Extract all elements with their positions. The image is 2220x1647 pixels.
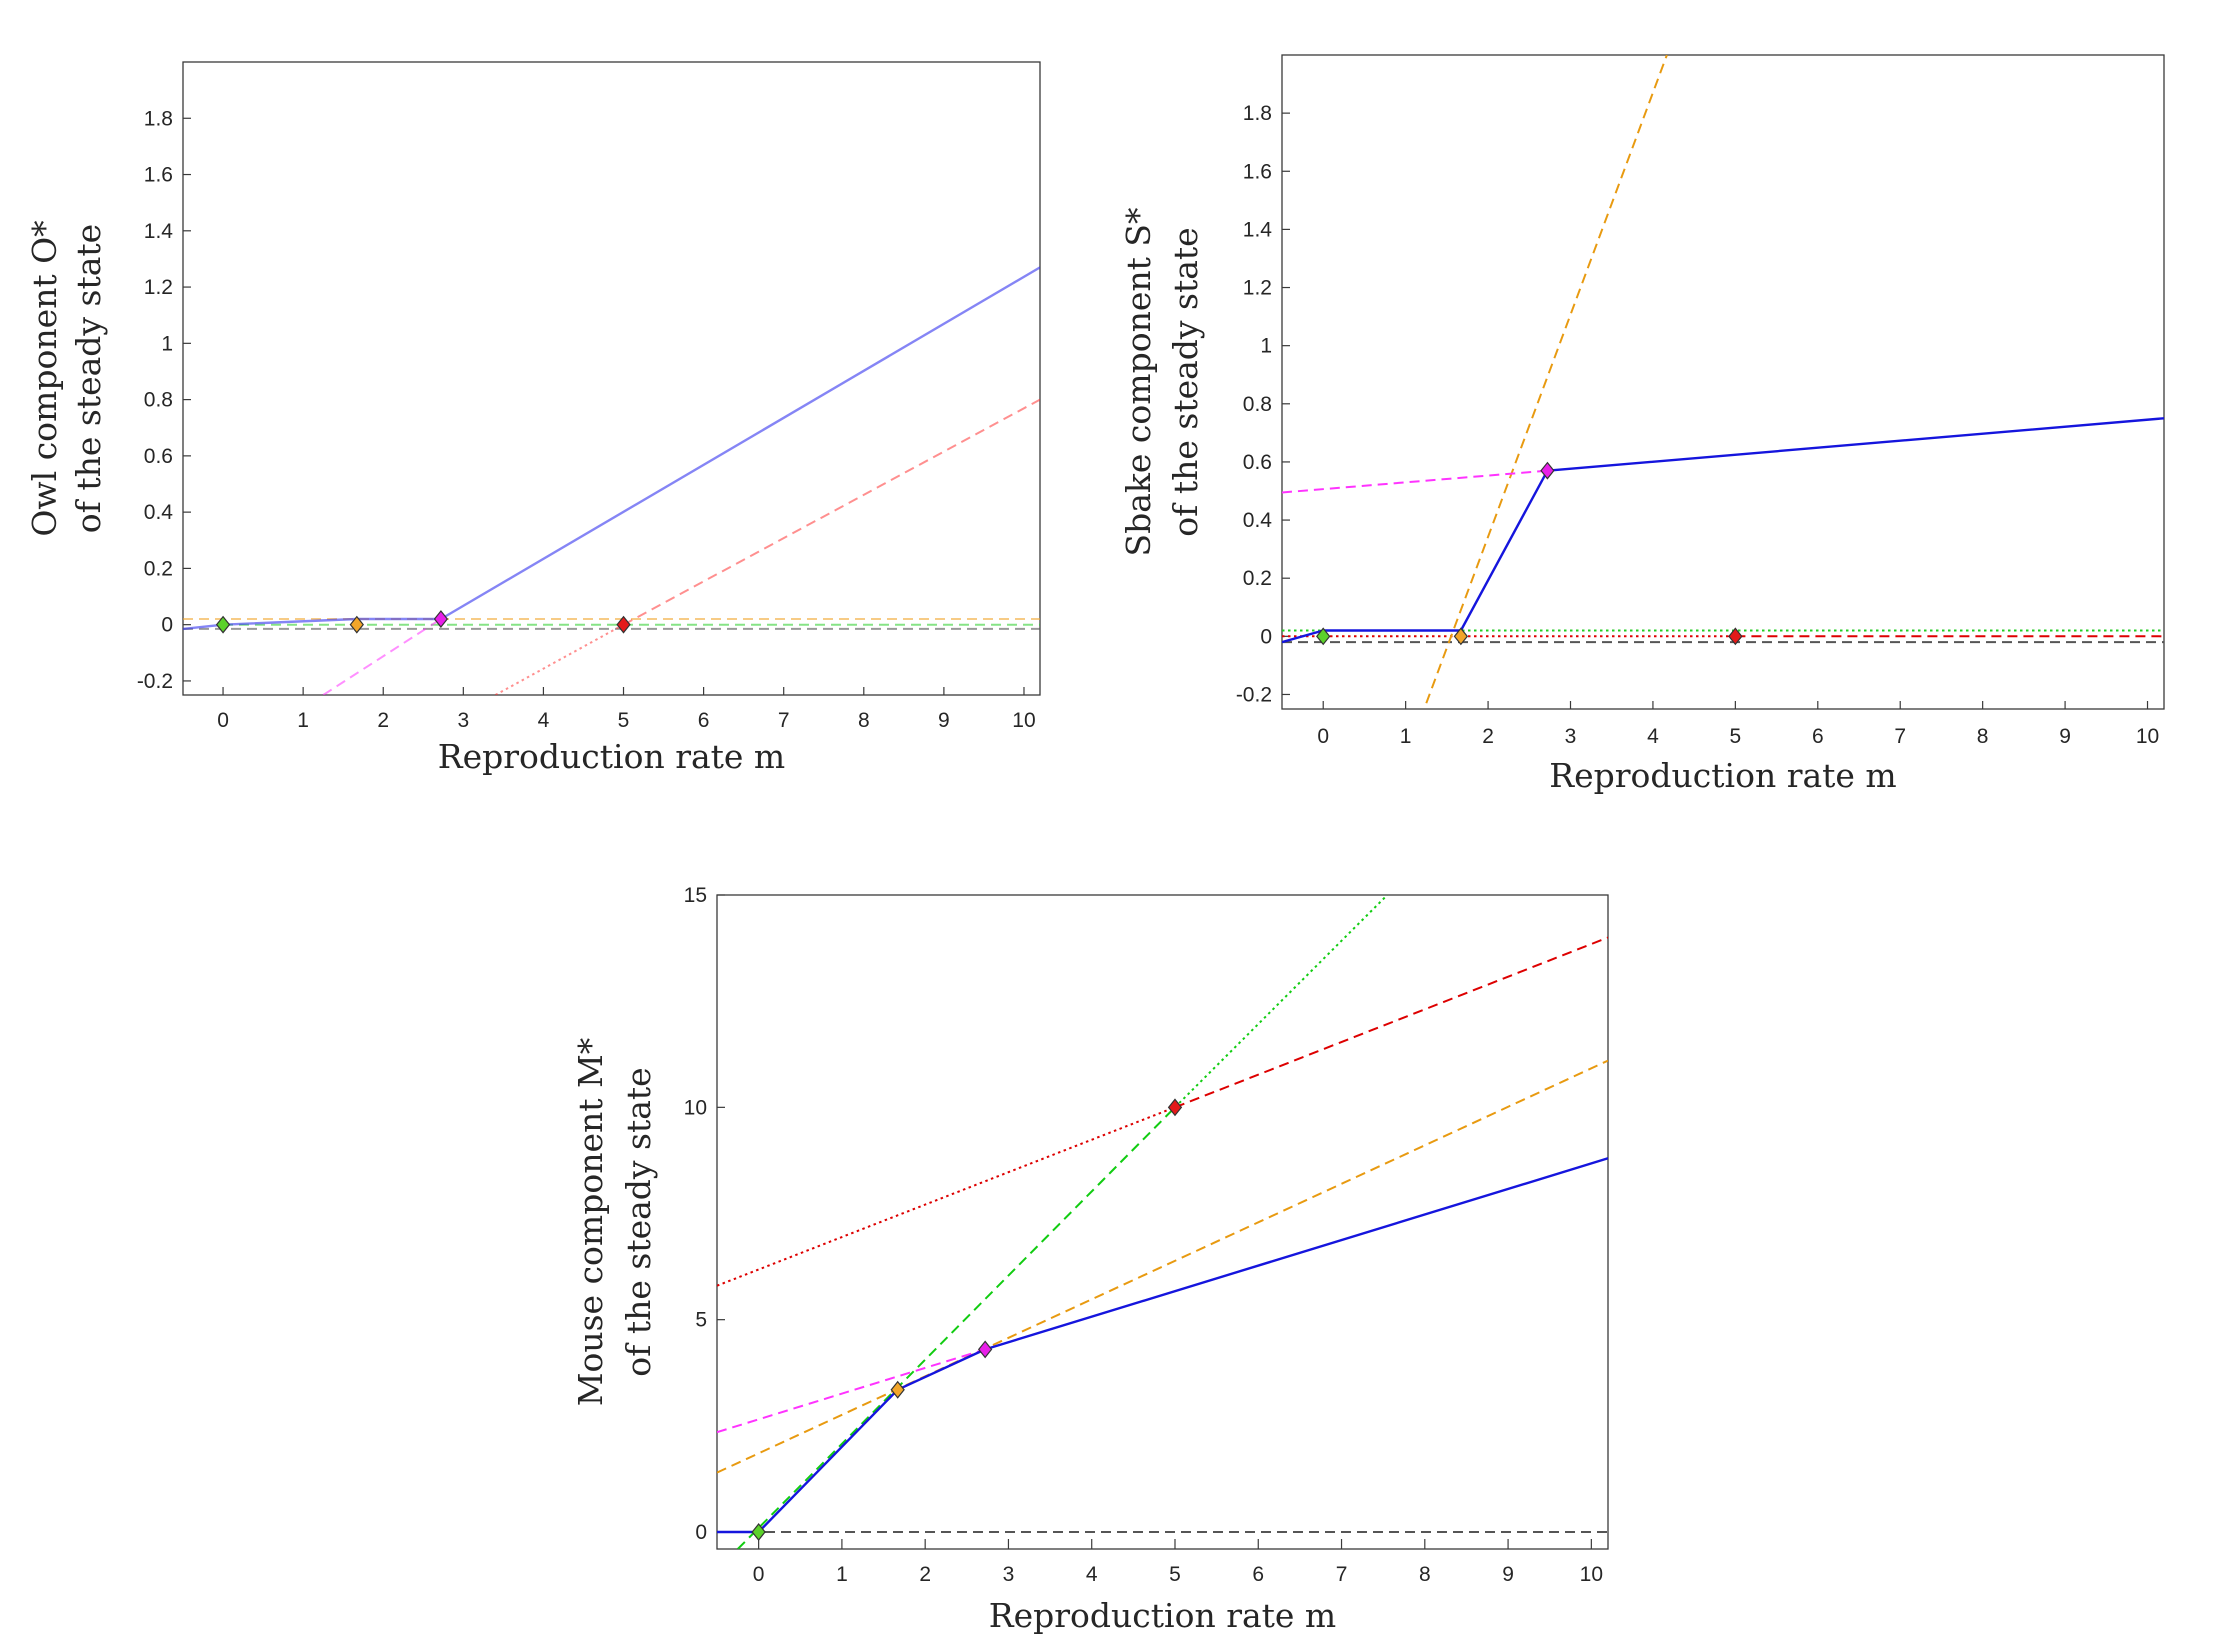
x-tick-label: 9 [938,709,950,732]
x-tick-label: 8 [1419,1563,1431,1586]
steady-state-marker [977,1340,993,1359]
y-tick-label: 15 [684,884,707,907]
x-tick-label: 6 [1812,725,1824,748]
x-tick-label: 2 [377,709,389,732]
x-tick-label: 0 [1317,725,1329,748]
y-axis-label-line-1: Mouse component M* [571,1038,610,1407]
series-line-magenta-branch [322,618,442,695]
steady-state-marker [1316,627,1331,646]
mouse-component-chart: 0 1 2 3 4 5 6 7 8 9 10 0 5 10 15 Reproduction rate m Mou… [571,884,1609,1635]
y-tick-label: 0 [161,614,173,637]
y-tick-label: 0.8 [1243,393,1272,416]
plot-area-frame [1281,54,2165,710]
x-tick-label: 3 [1003,1563,1015,1586]
series-line-red-branch-dashed [1174,936,1608,1109]
x-tick-label: 1 [836,1563,848,1586]
y-tick-label: 1.8 [1243,102,1272,125]
x-tick-label: 5 [1730,725,1742,748]
steady-state-marker [1453,627,1469,646]
y-tick-label: 0.2 [1243,567,1272,590]
steady-state-marker [349,615,364,634]
y-tick-label: -0.2 [1236,683,1272,706]
y-tick-label: 1.6 [1243,160,1272,183]
y-tick-label: 1.4 [144,220,174,243]
x-tick-label: 2 [1482,725,1494,748]
series-line-green-branch-dashed [737,1106,1176,1549]
x-tick-label: 4 [538,709,550,732]
series-line-orange-branch [717,1059,1608,1474]
steady-state-marker [890,1380,905,1399]
x-axis-label: Reproduction rate m [989,1596,1336,1635]
steady-state-marker [1540,461,1555,480]
y-tick-label: 0.8 [144,389,173,412]
y-tick-label: 0.6 [1243,451,1272,474]
x-tick-label: 10 [1580,1563,1603,1586]
x-tick-label: 0 [217,709,229,732]
y-tick-label: 1.8 [144,107,173,130]
y-tick-label: -0.2 [137,670,173,693]
x-tick-label: 10 [1012,709,1035,732]
x-tick-label: 6 [698,709,710,732]
x-tick-label: 5 [1169,1563,1181,1586]
x-tick-label: 4 [1647,725,1659,748]
x-tick-label: 3 [457,709,469,732]
y-tick-label: 0.4 [1243,509,1273,532]
x-tick-label: 8 [1977,725,1989,748]
series-line-red-branch-dotted [717,1106,1176,1287]
series-line-magenta-branch [1282,469,1548,494]
x-tick-label: 7 [778,709,790,732]
plot-area-frame [716,894,1609,1550]
steady-state-marker [616,615,631,634]
x-axis-label: Reproduction rate m [1549,756,1896,795]
series-line-orange-branch [1425,55,1668,704]
y-tick-label: 1.6 [144,164,173,187]
steady-state-marker [751,1523,766,1541]
y-tick-label: 0.2 [144,557,173,580]
snake-component-chart: 0 1 2 3 4 5 6 7 8 9 10 -0.2 0 0.2 0.4 0.6 0.8 1 1.2 1.4 1.6 1… [1119,54,2165,795]
x-tick-label: 9 [2059,725,2071,748]
y-tick-label: 1.2 [1243,277,1272,300]
series-line-green-branch-dotted [1174,895,1389,1109]
y-axis-label-line-2: of the steady state [1166,227,1205,536]
x-tick-label: 7 [1894,725,1906,748]
x-tick-label: 5 [618,709,630,732]
y-axis-label-line-2: of the steady state [619,1067,658,1376]
owl-component-chart: 0 1 2 3 4 5 6 7 8 9 10 -0.2 0 0.2 0.4 0.6 0.8 1 1.2 1.4 1.6 1… [25,61,1041,776]
steady-state-marker [1167,1098,1183,1117]
y-axis-label-line-1: Sbake component S* [1119,208,1158,557]
y-tick-label: 1.4 [1243,218,1273,241]
x-tick-label: 1 [1400,725,1412,748]
y-axis-label-line-2: of the steady state [69,224,108,533]
y-tick-label: 10 [684,1096,707,1119]
y-tick-label: 0.6 [144,445,173,468]
x-tick-label: 7 [1336,1563,1348,1586]
x-tick-label: 8 [858,709,870,732]
steady-state-marker [215,615,231,634]
y-tick-label: 1.2 [144,276,173,299]
y-axis-label-line-1: Owl component O* [25,220,64,536]
y-tick-label: 0.4 [144,501,174,524]
y-tick-label: 0 [1260,625,1272,648]
steady-state-marker [1728,627,1743,646]
plot-area-frame [182,61,1041,696]
x-axis-label: Reproduction rate m [438,737,785,776]
x-tick-label: 1 [297,709,309,732]
y-tick-label: 0 [695,1521,707,1544]
x-tick-label: 4 [1086,1563,1098,1586]
series-line-magenta-branch [717,1348,986,1434]
steady-state-marker [433,610,449,629]
y-tick-label: 1 [1260,335,1272,358]
y-tick-label: 5 [695,1309,707,1332]
y-tick-label: 1 [161,332,173,355]
x-tick-label: 6 [1252,1563,1264,1586]
x-tick-label: 9 [1502,1563,1514,1586]
x-tick-label: 10 [2136,725,2159,748]
x-tick-label: 2 [919,1563,931,1586]
series-group [717,895,1608,1549]
x-tick-label: 0 [753,1563,765,1586]
series-line-red-branch-dotted [494,623,624,695]
x-tick-label: 3 [1565,725,1577,748]
